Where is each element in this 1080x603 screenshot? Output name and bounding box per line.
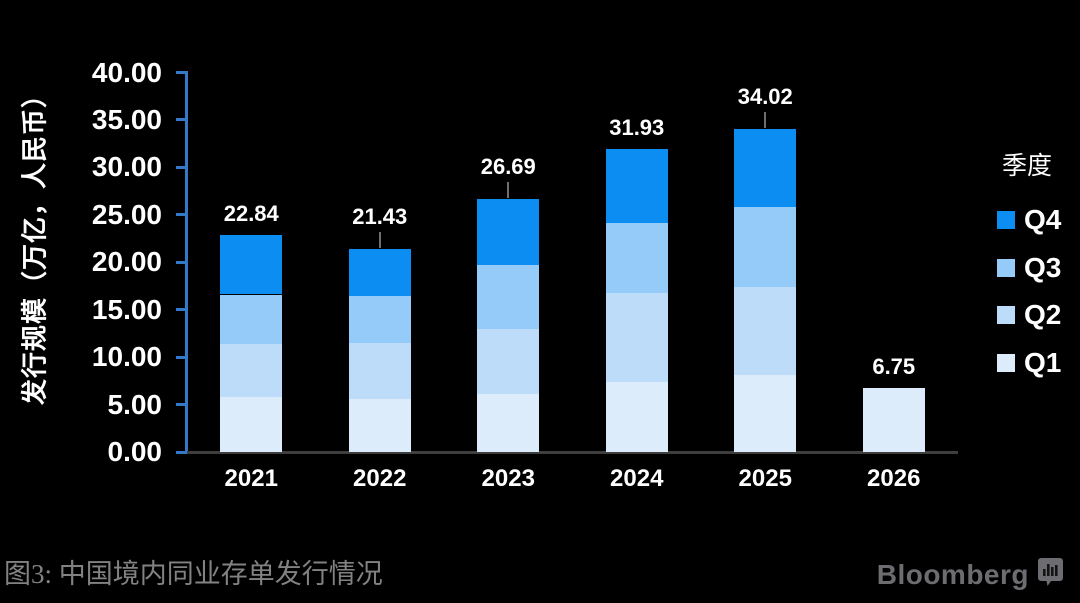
- bar-total-label: 6.75: [872, 353, 916, 379]
- y-tick-label: 30.00: [91, 151, 162, 183]
- legend-label-q1: Q1: [1024, 346, 1062, 378]
- bar-segment-2022-Q4: [348, 248, 411, 296]
- legend-item-q2: Q2: [997, 297, 1061, 333]
- bloomberg-logo-text: Bloomberg: [876, 559, 1029, 590]
- bar-segment-2021-Q1: [220, 397, 283, 452]
- bar-total-label: 31.93: [609, 115, 665, 141]
- chart-caption: 图3: 中国境内同业存单发行情况: [4, 559, 383, 589]
- legend-swatch-q1: [997, 353, 1015, 372]
- bar-segment-2024-Q3: [605, 223, 668, 293]
- legend-item-q3: Q3: [997, 250, 1061, 286]
- y-tick-mark: [176, 118, 187, 122]
- y-tick-mark: [176, 403, 187, 407]
- y-tick-label: 0.00: [107, 436, 163, 467]
- y-tick-mark: [176, 308, 187, 312]
- y-tick-mark: [176, 213, 187, 217]
- bar-segment-2026-Q1: [862, 387, 925, 452]
- y-tick-mark: [176, 355, 187, 359]
- x-tick-label-2026: 2026: [867, 465, 921, 492]
- bar-segment-2025-Q1: [734, 374, 797, 452]
- bar-segment-2023-Q1: [477, 394, 540, 452]
- bar-segment-2025-Q4: [734, 129, 797, 208]
- bar-total-label: 26.69: [480, 153, 536, 179]
- x-tick-label-2024: 2024: [610, 465, 664, 492]
- label-connector-line: [764, 112, 767, 129]
- bar-total-label: 21.43: [352, 203, 408, 229]
- x-tick-label-2021: 2021: [224, 465, 278, 492]
- bar-segment-2021-Q2: [220, 343, 283, 398]
- bar-total-label: 22.84: [223, 201, 279, 227]
- y-tick-label: 5.00: [107, 388, 163, 420]
- bloomberg-chart-bubble-icon: [1037, 557, 1064, 593]
- y-tick-label: 40.00: [91, 56, 162, 88]
- bar-segment-2022-Q1: [348, 398, 411, 452]
- bar-segment-2023-Q4: [477, 198, 540, 266]
- bar-segment-2025-Q2: [734, 286, 797, 375]
- x-tick-label-2022: 2022: [353, 465, 407, 492]
- bar-segment-2022-Q3: [348, 295, 411, 343]
- legend-label-q3: Q3: [1024, 251, 1062, 283]
- legend-swatch-q4: [997, 211, 1015, 229]
- legend-label-q2: Q2: [1024, 299, 1062, 330]
- legend-label-q4: Q4: [1024, 204, 1062, 235]
- y-tick-mark: [176, 450, 187, 454]
- x-tick-label-2025: 2025: [738, 465, 792, 492]
- legend-item-q1: Q1: [997, 345, 1061, 381]
- y-tick-label: 35.00: [91, 103, 162, 135]
- label-connector-line: [507, 181, 510, 198]
- bar-segment-2023-Q2: [477, 328, 540, 395]
- bar-segment-2024-Q1: [605, 381, 668, 452]
- bar-segment-2024-Q4: [605, 149, 668, 224]
- y-tick-label: 25.00: [91, 198, 162, 230]
- bar-segment-2025-Q3: [734, 207, 797, 287]
- y-tick-mark: [176, 260, 187, 264]
- legend-swatch-q3: [997, 258, 1015, 277]
- legend-title: 季度: [1002, 153, 1053, 180]
- bar-segment-2021-Q3: [220, 294, 283, 344]
- y-tick-mark: [176, 71, 187, 74]
- bar-total-label: 34.02: [737, 84, 793, 110]
- legend-swatch-q2: [997, 306, 1015, 324]
- label-connector-line: [378, 231, 381, 248]
- bar-segment-2022-Q2: [348, 342, 411, 399]
- legend-item-q4: Q4: [997, 202, 1061, 238]
- bloomberg-logo: Bloomberg: [877, 557, 1064, 593]
- bar-segment-2021-Q4: [220, 235, 283, 295]
- y-tick-mark: [176, 165, 187, 169]
- y-tick-label: 15.00: [91, 293, 162, 325]
- x-axis-baseline: [187, 450, 958, 454]
- bar-segment-2023-Q3: [477, 265, 540, 329]
- y-tick-label: 20.00: [91, 246, 162, 278]
- y-tick-label: 10.00: [91, 341, 162, 373]
- bar-segment-2024-Q2: [605, 292, 668, 382]
- x-tick-label-2023: 2023: [481, 465, 535, 492]
